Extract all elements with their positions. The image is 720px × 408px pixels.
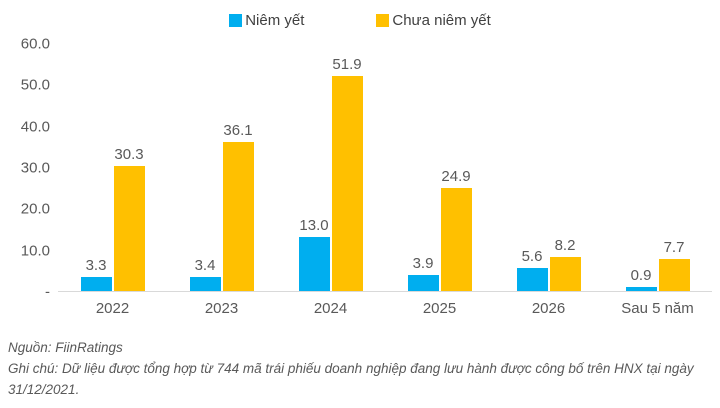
bar-wrap: 3.3 — [80, 257, 112, 291]
bar-group-Sau 5 năm: 0.9 7.7 — [603, 44, 712, 291]
bar-value-label: 51.9 — [332, 56, 362, 74]
bar-group-2024: 13.0 51.9 — [276, 44, 385, 291]
bar-Chưa niêm yết-2023 — [222, 141, 254, 291]
x-axis-label-2026: 2026 — [531, 300, 566, 317]
bar-wrap: 13.0 — [298, 217, 330, 291]
bar-value-label: 30.3 — [114, 145, 144, 163]
bar-wrap: 3.4 — [189, 256, 221, 291]
bar-value-label: 24.9 — [441, 168, 471, 186]
y-tick-label: 60.0 — [20, 35, 50, 53]
footer-notes: Nguồn: FiinRatings Ghi chú: Dữ liệu được… — [8, 338, 714, 400]
chart-legend: Niêm yết Chưa niêm yết — [0, 12, 720, 29]
bar-Niêm yết-2024 — [298, 237, 330, 291]
legend-label-chua-niem-yet: Chưa niêm yết — [392, 12, 491, 29]
bar-wrap: 0.9 — [625, 267, 657, 291]
bar-wrap: 7.7 — [658, 239, 690, 291]
data-note: Ghi chú: Dữ liệu được tổng hợp từ 744 mã… — [8, 361, 694, 397]
bar-value-label: 8.2 — [554, 237, 576, 255]
bar-Chưa niêm yết-2026 — [549, 257, 581, 291]
x-axis-label-2025: 2025 — [422, 300, 457, 317]
bar-wrap: 24.9 — [440, 168, 472, 291]
bar-groups: 3.3 30.3 3.4 36.1 13.0 51.9 3.9 24.9 5.6 8.2 0.9 7.… — [58, 44, 712, 291]
bar-value-label: 36.1 — [223, 121, 253, 139]
y-tick-label: 20.0 — [20, 200, 50, 218]
legend-label-niem-yet: Niêm yết — [245, 12, 305, 29]
bar-Chưa niêm yết-2025 — [440, 188, 472, 291]
legend-item-niem-yet: Niêm yết — [229, 12, 304, 29]
plot-area: 3.3 30.3 3.4 36.1 13.0 51.9 3.9 24.9 5.6 8.2 0.9 7.… — [58, 44, 712, 292]
x-axis-label-2022: 2022 — [95, 300, 130, 317]
bar-group-2022: 3.3 30.3 — [58, 44, 167, 291]
y-tick-label: 30.0 — [20, 159, 50, 177]
x-axis-label-2023: 2023 — [204, 300, 239, 317]
bar-value-label: 3.4 — [194, 256, 216, 274]
x-axis-label-Sau 5 năm: Sau 5 năm — [621, 300, 694, 317]
bar-group-2023: 3.4 36.1 — [167, 44, 276, 291]
bar-Niêm yết-2023 — [189, 276, 221, 291]
bar-group-2026: 5.6 8.2 — [494, 44, 603, 291]
x-axis: 2022 2023 2024 2025 2026 Sau 5 năm — [58, 300, 712, 317]
bar-value-label: 7.7 — [663, 239, 685, 257]
y-tick-label: 10.0 — [20, 242, 50, 260]
bar-Chưa niêm yết-2022 — [113, 165, 145, 291]
legend-swatch-yellow-icon — [376, 14, 390, 27]
legend-swatch-blue-icon — [229, 14, 243, 27]
bar-wrap: 30.3 — [113, 145, 145, 291]
y-axis: 60.0 50.0 40.0 30.0 20.0 10.0 - — [0, 36, 52, 301]
y-tick-label: 40.0 — [20, 118, 50, 136]
y-tick-label: - — [45, 283, 50, 301]
bar-value-label: 13.0 — [299, 217, 329, 235]
bar-value-label: 3.3 — [85, 257, 107, 275]
bar-Chưa niêm yết-Sau 5 năm — [658, 259, 690, 291]
bar-Niêm yết-2025 — [407, 274, 439, 291]
bar-wrap: 51.9 — [331, 56, 363, 291]
bar-Chưa niêm yết-2024 — [331, 76, 363, 291]
bar-Niêm yết-Sau 5 năm — [625, 287, 657, 291]
bar-group-2025: 3.9 24.9 — [385, 44, 494, 291]
x-axis-label-2024: 2024 — [313, 300, 348, 317]
source-note: Nguồn: FiinRatings — [8, 340, 123, 355]
bar-wrap: 3.9 — [407, 254, 439, 291]
bar-wrap: 36.1 — [222, 121, 254, 291]
bar-value-label: 3.9 — [412, 254, 434, 272]
bar-value-label: 0.9 — [630, 267, 652, 285]
bar-value-label: 5.6 — [521, 247, 543, 265]
y-tick-label: 50.0 — [20, 76, 50, 94]
bar-wrap: 5.6 — [516, 247, 548, 291]
legend-item-chua-niem-yet: Chưa niêm yết — [376, 12, 491, 29]
bar-Niêm yết-2026 — [516, 267, 548, 291]
bar-wrap: 8.2 — [549, 237, 581, 291]
bar-Niêm yết-2022 — [80, 277, 112, 291]
